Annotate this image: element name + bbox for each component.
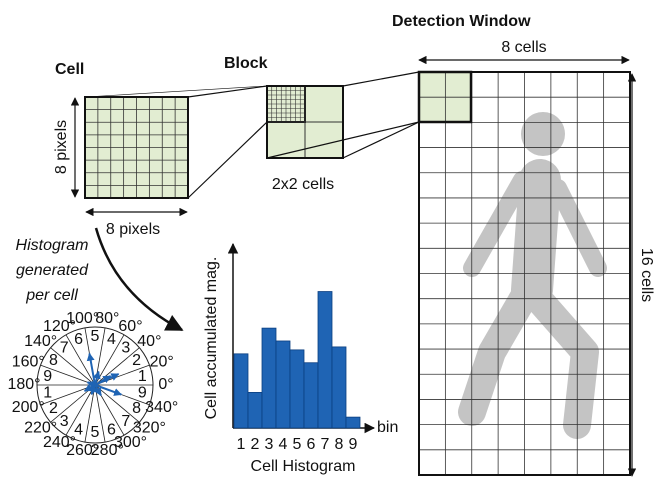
bin-label: 3 (121, 339, 130, 356)
bin-label: 3 (60, 413, 69, 430)
wheel-spoke (40, 364, 96, 386)
bar (233, 353, 249, 429)
cell-width-label: 8 pixels (106, 221, 160, 238)
angle-label: 80° (95, 310, 119, 327)
angle-label: 60° (118, 318, 142, 335)
gradient-arrow (94, 375, 112, 386)
bin-label: 1 (138, 368, 147, 385)
caption-line: per cell (25, 287, 78, 304)
x-tick-label: 8 (335, 436, 344, 453)
orientation-wheel: 0°20°40°60°80°100°120°140°160°180°200°22… (7, 310, 178, 459)
bar (275, 340, 291, 429)
x-tick-label: 2 (251, 436, 260, 453)
block-title: Block (224, 55, 268, 72)
angle-label: 220° (24, 419, 57, 436)
angle-label: 200° (12, 399, 45, 416)
bar (345, 416, 361, 429)
angle-label: 180° (7, 376, 40, 393)
angle-label: 0° (158, 376, 173, 393)
bin-label: 6 (107, 421, 116, 438)
gradient-arrow (93, 384, 102, 397)
bin-label: 7 (121, 413, 130, 430)
angle-label: 260° (66, 442, 99, 459)
angle-label: 120° (43, 318, 76, 335)
bar (331, 346, 347, 429)
x-axis-label: bin (377, 419, 398, 436)
bin-label: 7 (60, 339, 69, 356)
angle-label: 300° (114, 434, 147, 451)
angle-label: 140° (24, 333, 57, 350)
angle-label: 160° (12, 353, 45, 370)
bin-label: 5 (91, 424, 100, 441)
angle-label: 320° (133, 419, 166, 436)
angle-label: 240° (43, 434, 76, 451)
caption-line: Histogram (16, 237, 89, 254)
gradient-arrow (86, 352, 96, 386)
bin-label: 6 (74, 331, 83, 348)
wheel-spoke (65, 384, 96, 436)
window-title: Detection Window (392, 13, 531, 30)
bin-label: 4 (74, 421, 83, 438)
gradient-arrow (86, 380, 96, 389)
bin-label: 2 (49, 400, 58, 417)
chart-title: Cell Histogram (251, 458, 356, 475)
cell-title: Cell (55, 61, 84, 78)
window-width-label: 8 cells (501, 39, 546, 56)
bar (247, 391, 263, 429)
angle-label: 280° (91, 442, 124, 459)
window-block (417, 70, 473, 124)
x-tick-label: 6 (307, 436, 316, 453)
x-tick-label: 4 (279, 436, 288, 453)
caption-line: generated (16, 262, 89, 279)
angle-label: 20° (150, 353, 174, 370)
wheel-spoke (65, 334, 96, 386)
bar (289, 349, 305, 429)
angle-label: 40° (137, 333, 161, 350)
angle-label: 100° (66, 310, 99, 327)
x-tick-label: 5 (293, 436, 302, 453)
angle-label: 340° (145, 399, 178, 416)
histogram: bin Cell accumulated mag. Cell Histogram 1 2… (203, 242, 398, 475)
bin-label: 4 (107, 331, 116, 348)
pedestrian (458, 112, 607, 439)
x-tick-label: 3 (265, 436, 274, 453)
arrows (70, 55, 637, 477)
y-axis-label: Cell accumulated mag. (203, 257, 220, 420)
block-label: 2x2 cells (272, 176, 334, 193)
x-tick-label: 9 (349, 436, 358, 453)
bin-label: 9 (138, 385, 147, 402)
bin-label: 5 (91, 328, 100, 345)
gradient-arrow (94, 384, 123, 396)
bar (317, 291, 333, 429)
wheel-spoke (94, 384, 140, 423)
bin-label: 8 (132, 400, 141, 417)
window-height-label: 16 cells (638, 248, 655, 302)
bar (303, 362, 319, 429)
cell-grid-border (84, 96, 189, 199)
bin-label: 2 (132, 352, 141, 369)
wheel-spoke (50, 347, 96, 386)
x-tick-label: 7 (321, 436, 330, 453)
cell-height-label: 8 pixels (53, 120, 70, 174)
bin-label: 1 (43, 385, 52, 402)
bin-label: 9 (43, 368, 52, 385)
bin-label: 8 (49, 352, 58, 369)
x-tick-label: 1 (237, 436, 246, 453)
bar (261, 327, 277, 429)
